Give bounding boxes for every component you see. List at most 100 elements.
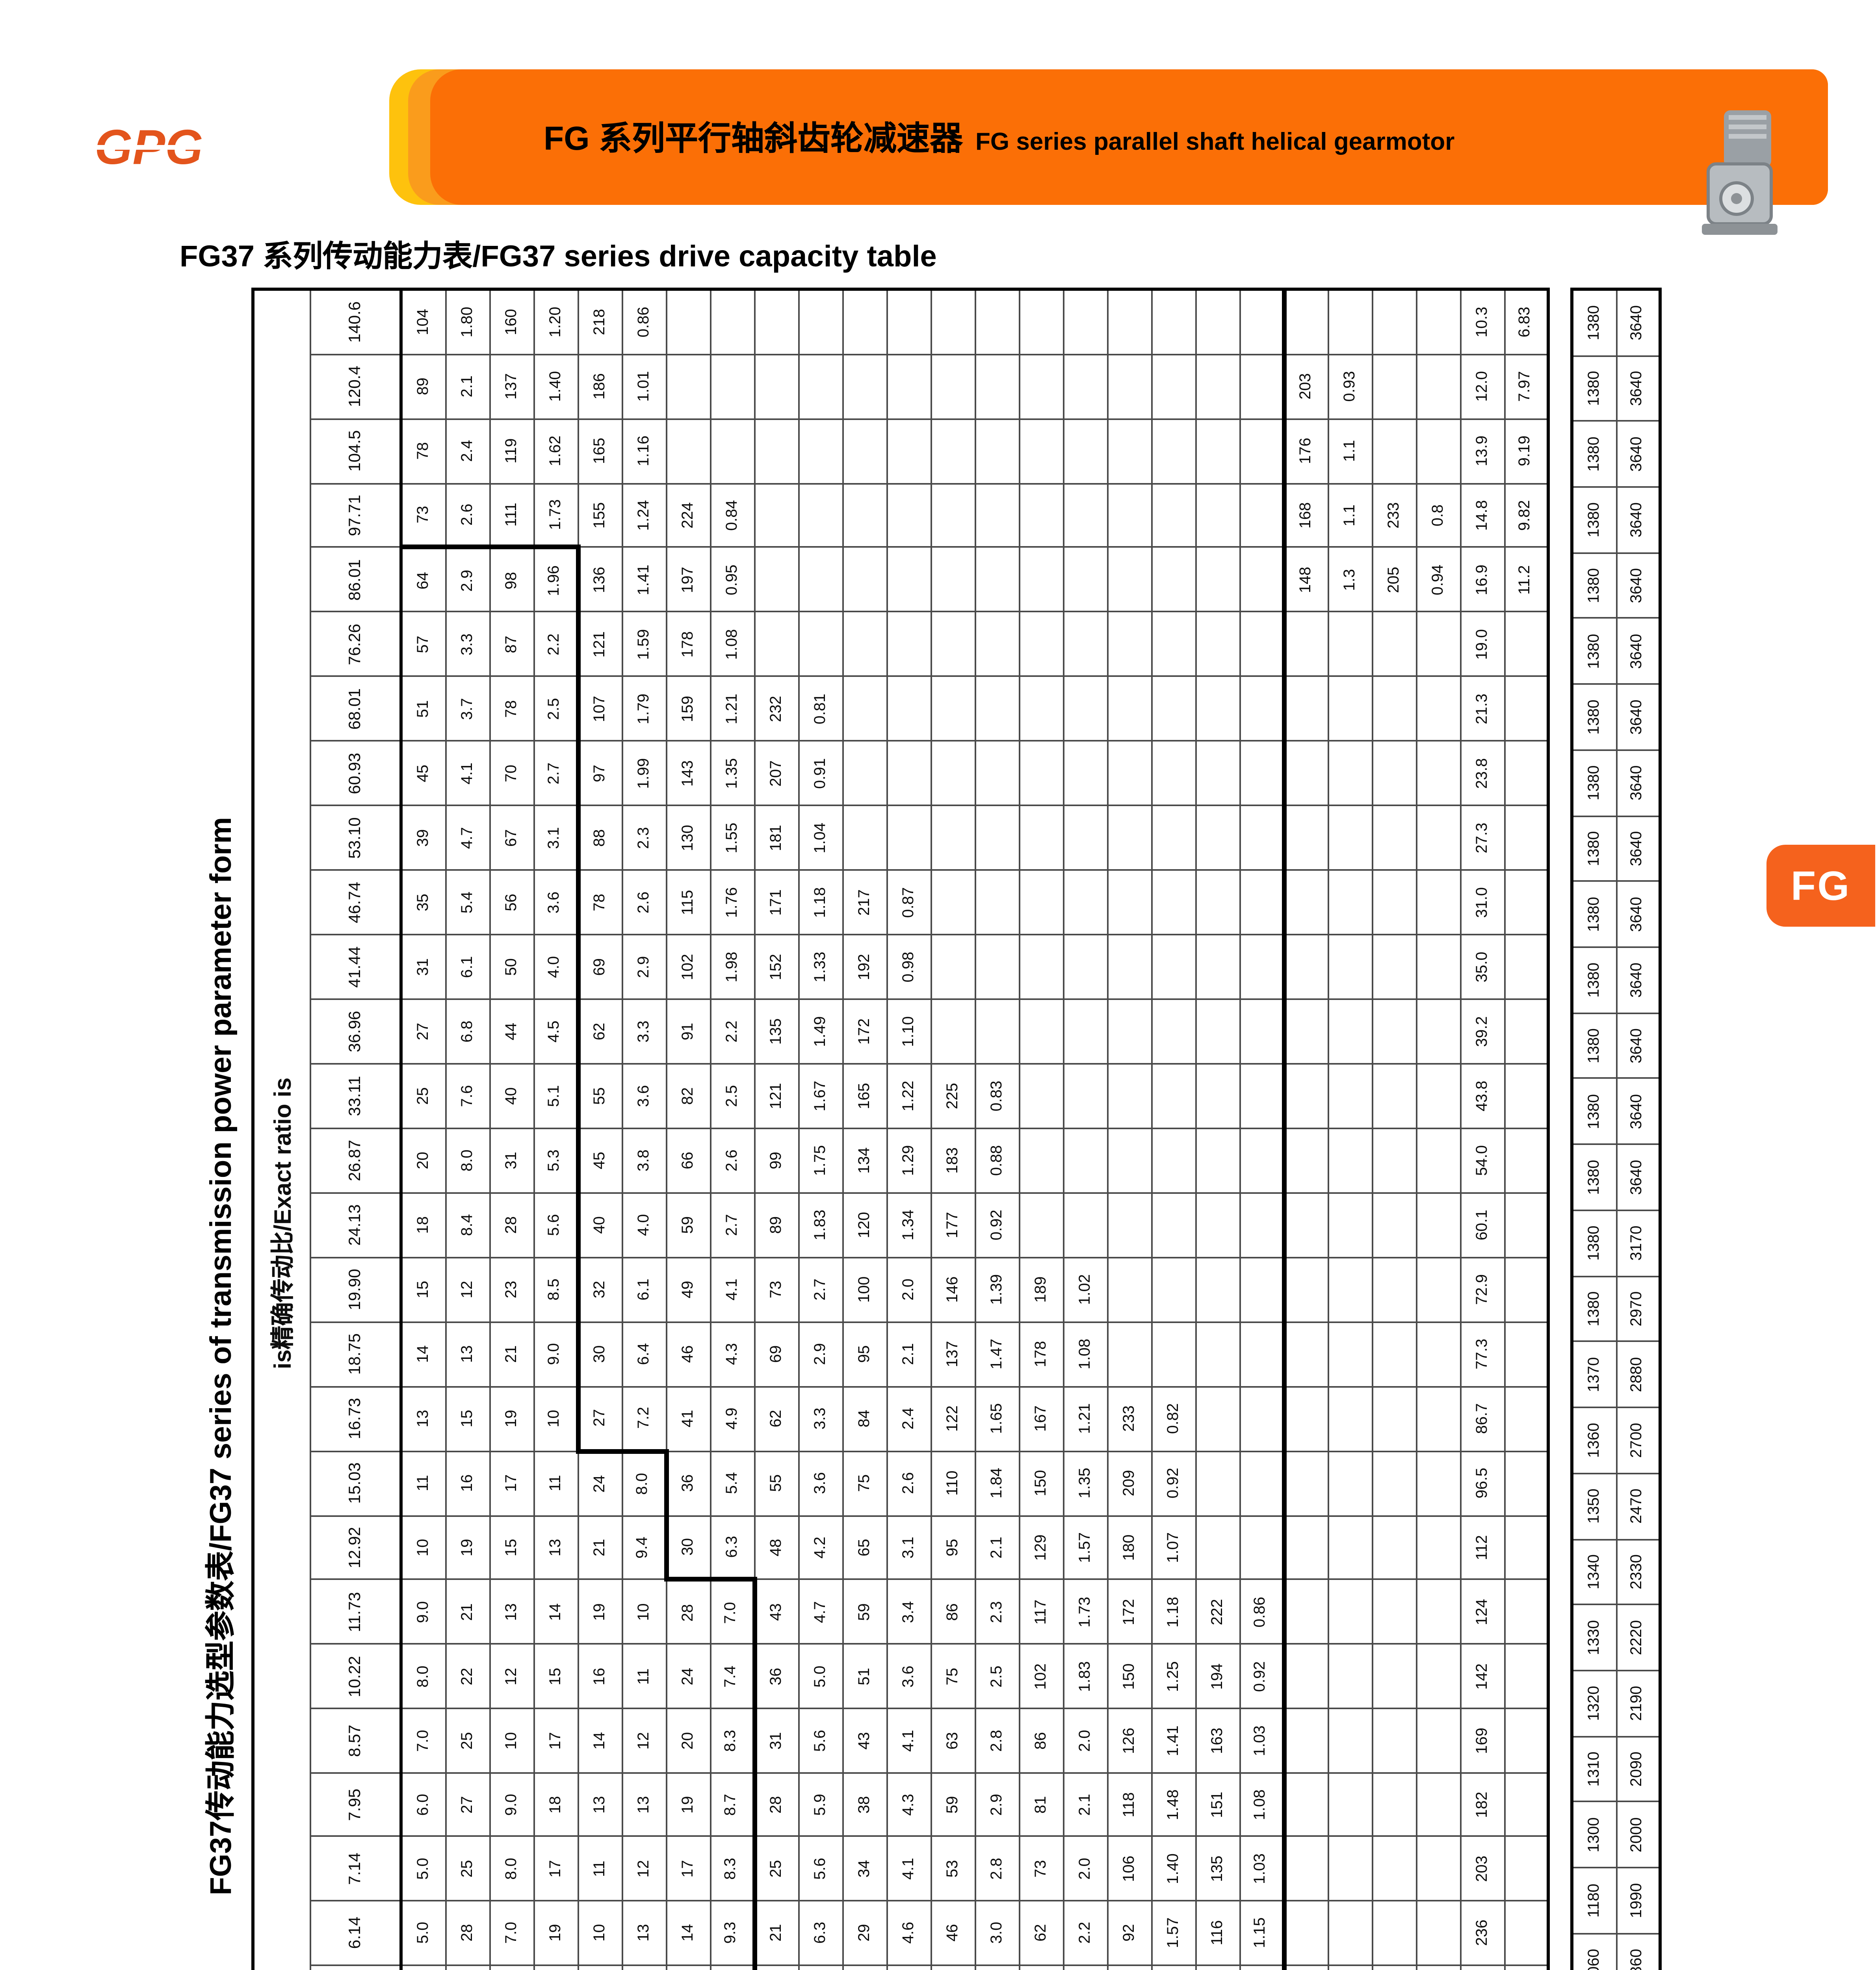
data-cell: 1350 (1572, 1473, 1616, 1539)
ratio-value-cell: 6.14 (310, 1901, 401, 1965)
data-cell (1195, 676, 1239, 742)
data-cell (1328, 1064, 1372, 1128)
data-cell (1328, 1580, 1372, 1645)
data-cell: 4.1 (886, 1709, 931, 1773)
data-cell: 24 (666, 1644, 710, 1709)
data-cell (1504, 741, 1548, 806)
series-title-en: FG series parallel shaft helical gearmot… (975, 129, 1455, 156)
data-cell: 186 (578, 354, 622, 419)
data-cell (931, 741, 975, 806)
data-cell: 11.2 (1504, 548, 1548, 612)
data-cell: 8.7 (710, 1773, 754, 1837)
data-cell: 151 (1195, 1773, 1239, 1837)
data-cell (1107, 418, 1151, 483)
data-cell (1063, 418, 1107, 483)
data-cell (1239, 1451, 1283, 1516)
data-cell (975, 612, 1019, 677)
data-cell: 182 (1460, 1773, 1504, 1837)
data-cell: 14 (533, 1580, 578, 1645)
data-cell: 19 (533, 1901, 578, 1965)
data-cell (975, 354, 1019, 419)
data-cell: 1.03 (1239, 1709, 1283, 1773)
data-cell: 17 (533, 1709, 578, 1773)
ratio-value-cell: 8.57 (310, 1709, 401, 1773)
data-cell: 4.0 (401, 1964, 445, 1970)
data-cell: 63 (931, 1709, 975, 1773)
data-cell (1019, 676, 1063, 742)
data-cell (1151, 612, 1195, 677)
data-cell (1239, 806, 1283, 870)
gearmotor-icon (1702, 110, 1778, 235)
data-cell: 16 (445, 1451, 489, 1516)
data-cell: 1380 (1572, 947, 1616, 1013)
data-cell (1283, 289, 1328, 354)
data-cell (1239, 676, 1283, 742)
data-cell: 23.8 (1460, 741, 1504, 806)
data-cell: 23 (489, 1257, 533, 1322)
data-cell (1019, 741, 1063, 806)
data-cell: 1380 (1572, 618, 1616, 684)
data-cell (1151, 418, 1195, 483)
data-cell (1195, 1064, 1239, 1128)
data-cell: 8.3 (710, 1836, 754, 1901)
data-cell: 2700 (1616, 1407, 1660, 1474)
data-cell (798, 612, 842, 677)
data-cell: 38 (842, 1773, 886, 1837)
data-cell: 39 (401, 806, 445, 870)
data-cell (1239, 870, 1283, 935)
data-cell: 86 (1019, 1709, 1063, 1773)
data-cell (1328, 1128, 1372, 1193)
data-cell (1195, 999, 1239, 1064)
data-cell (1151, 1257, 1195, 1322)
data-cell: 1.21 (710, 676, 754, 742)
data-cell: 28 (754, 1773, 798, 1837)
data-cell: 3.6 (886, 1644, 931, 1709)
data-cell: 1.84 (975, 1451, 1019, 1516)
data-cell: 3640 (1616, 289, 1660, 356)
data-cell (886, 741, 931, 806)
data-cell (1151, 354, 1195, 419)
data-cell: 21 (578, 1515, 622, 1580)
data-cell: 2220 (1616, 1604, 1660, 1671)
data-cell: 1990 (1616, 1868, 1660, 1934)
data-cell (1372, 1515, 1416, 1580)
main-parameter-table: P1参数代号Paramerter codeis精确传动比/Exact ratio… (251, 288, 1550, 1970)
data-cell: 2880 (1616, 1342, 1660, 1408)
data-cell: 19 (445, 1515, 489, 1580)
data-cell (1416, 806, 1460, 870)
data-cell: 115 (666, 870, 710, 935)
data-cell: 98 (489, 548, 533, 612)
data-cell (1504, 999, 1548, 1064)
data-cell (1019, 483, 1063, 548)
data-cell: 0.82 (1151, 1386, 1195, 1451)
data-cell: 32 (578, 1257, 622, 1322)
data-cell (1107, 1193, 1151, 1258)
header-bar-titles: FG 系列平行轴斜齿轮减速器 FG series parallel shaft … (430, 113, 1454, 161)
data-cell: 5.0 (401, 1901, 445, 1965)
data-cell (1372, 1128, 1416, 1193)
data-cell: 155 (578, 483, 622, 548)
data-cell: 1.67 (798, 1064, 842, 1128)
data-cell (1372, 289, 1416, 354)
data-cell (1504, 806, 1548, 870)
data-cell: 1380 (1572, 1276, 1616, 1342)
data-cell (1283, 1644, 1328, 1709)
data-cell: 27 (578, 1386, 622, 1451)
data-cell (842, 676, 886, 742)
data-cell: 224 (666, 483, 710, 548)
data-cell: 12 (622, 1709, 666, 1773)
data-cell (1195, 1386, 1239, 1451)
data-cell: 0.91 (798, 741, 842, 806)
data-cell: 177 (931, 1193, 975, 1258)
data-cell: 45 (401, 741, 445, 806)
data-cell: 7.6 (445, 1064, 489, 1128)
data-cell: 28 (666, 1580, 710, 1645)
data-cell: 2000 (1616, 1802, 1660, 1868)
data-cell (1151, 935, 1195, 1000)
page-title: FG37 系列传动能力表/FG37 series drive capacity … (180, 241, 937, 274)
data-cell: 2330 (1616, 1539, 1660, 1605)
data-cell (842, 483, 886, 548)
data-cell (1283, 999, 1328, 1064)
data-cell: 8.0 (622, 1451, 666, 1516)
data-cell (975, 870, 1019, 935)
